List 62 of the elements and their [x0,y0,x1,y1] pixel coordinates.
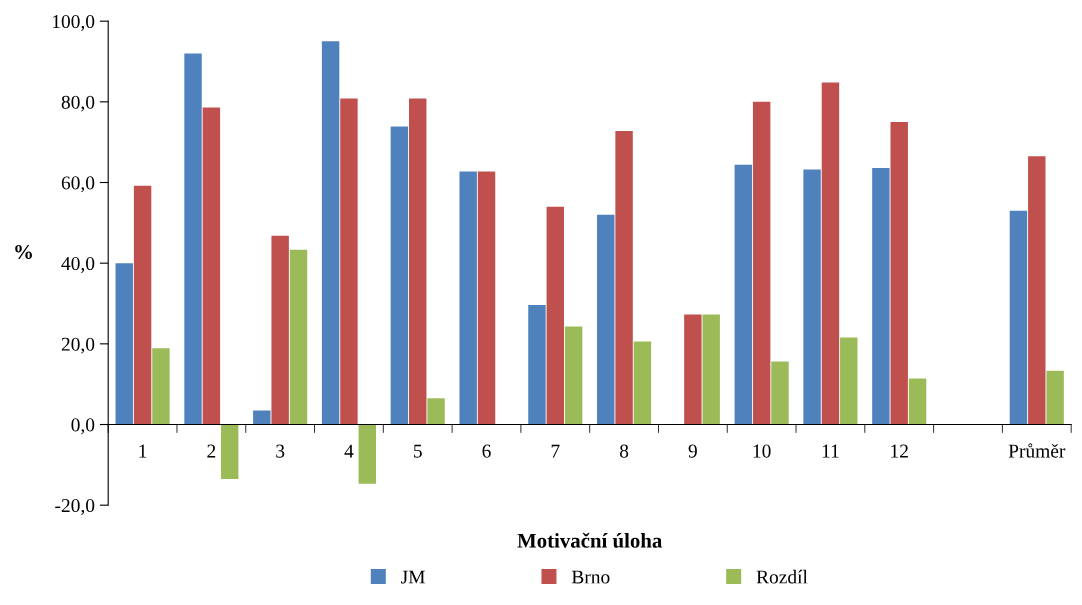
bar [890,122,908,425]
x-tick-label: 7 [551,444,560,458]
legend-label: Brno [571,570,610,584]
x-tick-label: 2 [207,444,216,458]
x-tick-label: 6 [482,444,491,458]
x-tick-label: 8 [619,444,629,458]
y-tick-label: 40,0 [61,256,95,273]
bar [597,214,615,425]
bar [427,398,445,425]
bar [734,164,753,425]
bar [152,348,170,425]
legend-label: Rozdíl [756,569,808,584]
x-tick-label: 9 [688,444,697,458]
bar [615,130,633,425]
x-tick-label: 3 [276,444,285,458]
x-axis-title: Motivační úloha [517,532,663,548]
bar [202,107,221,425]
bar [321,41,340,425]
y-tick-label: 60,0 [61,176,95,193]
bar [803,169,821,425]
y-tick-label: -20,0 [55,498,95,515]
bar [546,206,565,425]
bar [340,98,358,425]
y-axis-title: % [15,244,32,260]
bar [271,235,289,425]
bar [253,410,271,425]
bar [908,378,927,425]
bar [477,171,496,425]
bar [409,98,427,425]
bar [133,185,152,425]
bar [840,337,858,425]
bar [1028,156,1046,425]
x-tick-label: 10 [753,444,771,458]
bar [184,53,202,425]
bar [221,424,239,479]
bar [390,126,409,425]
x-tick-label: 5 [414,444,422,458]
bar [633,341,652,425]
bar [752,101,771,425]
bar [771,361,789,425]
x-tick-label: 4 [344,444,354,458]
bar [289,249,308,425]
y-tick-label: 0,0 [71,418,95,435]
x-tick-label: 11 [822,444,839,458]
x-tick-label: Průměr [1008,443,1066,458]
bar [459,171,477,425]
bar [821,82,840,425]
x-tick-label: 12 [891,444,908,458]
bar [358,424,376,484]
bar [528,305,546,425]
bar [115,263,133,425]
legend-label: JM [401,570,425,584]
bar [1009,210,1028,425]
y-tick-label: 100,0 [52,14,95,31]
y-tick-label: 20,0 [61,337,95,354]
x-tick-label: 1 [139,444,147,458]
bar [872,167,890,425]
bar [684,314,702,425]
y-tick-label: 80,0 [61,95,95,112]
bar [1046,370,1064,425]
bar [702,314,720,425]
bar [564,326,583,425]
